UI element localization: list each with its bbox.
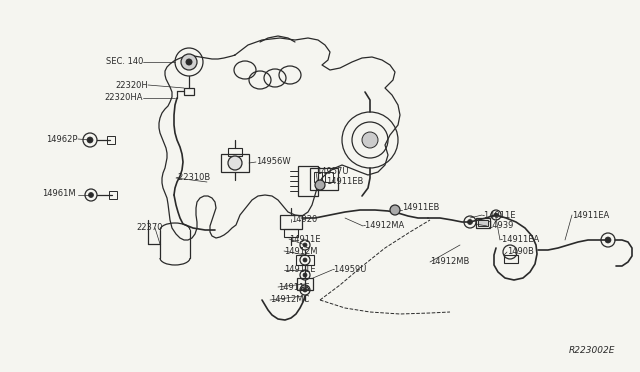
Bar <box>284 229 298 237</box>
Circle shape <box>303 273 307 277</box>
Circle shape <box>390 205 400 215</box>
Text: 22320HA: 22320HA <box>104 93 143 103</box>
Text: -14911E: -14911E <box>482 211 516 219</box>
Bar <box>325 172 333 182</box>
Bar <box>221 154 249 172</box>
Text: -14911EA: -14911EA <box>500 235 540 244</box>
Circle shape <box>494 213 498 217</box>
Text: 14911E: 14911E <box>278 282 310 292</box>
Text: 14911EB: 14911EB <box>326 177 364 186</box>
Text: 14911EA: 14911EA <box>572 211 609 219</box>
Bar <box>314 172 322 182</box>
Text: -14912MA: -14912MA <box>363 221 405 231</box>
Text: 14911E: 14911E <box>284 266 316 275</box>
Text: 14911E: 14911E <box>289 234 321 244</box>
Text: 22320H: 22320H <box>115 80 148 90</box>
Circle shape <box>87 137 93 143</box>
Text: 14939: 14939 <box>487 221 513 231</box>
Bar <box>107 136 115 144</box>
Text: 14961M: 14961M <box>42 189 76 198</box>
Text: 14956W: 14956W <box>256 157 291 167</box>
Circle shape <box>88 192 93 198</box>
Circle shape <box>181 54 197 70</box>
Bar <box>280 215 302 229</box>
Text: 1490B: 1490B <box>507 247 534 257</box>
Text: 14962P: 14962P <box>47 135 78 144</box>
Text: -22310B: -22310B <box>176 173 211 183</box>
Text: 22370: 22370 <box>136 224 163 232</box>
Text: R223002E: R223002E <box>568 346 615 355</box>
Text: -14959U: -14959U <box>332 266 367 275</box>
Text: 14912MC: 14912MC <box>270 295 309 305</box>
Text: 14912M: 14912M <box>284 247 317 256</box>
Circle shape <box>303 258 307 262</box>
Bar <box>310 168 338 190</box>
Bar <box>476 218 490 228</box>
Bar <box>184 88 194 95</box>
Text: 14920: 14920 <box>291 215 317 224</box>
Circle shape <box>228 156 242 170</box>
Bar <box>296 255 314 265</box>
Text: SEC. 140: SEC. 140 <box>106 58 143 67</box>
Circle shape <box>186 59 192 65</box>
Circle shape <box>303 288 307 292</box>
Circle shape <box>362 132 378 148</box>
Circle shape <box>315 180 325 190</box>
Bar <box>478 220 488 226</box>
Bar <box>109 191 117 199</box>
Bar <box>298 166 318 196</box>
Text: 14912MB: 14912MB <box>430 257 469 266</box>
Bar <box>297 278 313 290</box>
Circle shape <box>605 237 611 243</box>
Text: 14911EB: 14911EB <box>402 202 440 212</box>
Circle shape <box>303 243 307 247</box>
Bar <box>504 255 518 263</box>
Bar <box>228 148 242 156</box>
Circle shape <box>467 219 472 224</box>
Text: 14957U: 14957U <box>316 167 349 176</box>
